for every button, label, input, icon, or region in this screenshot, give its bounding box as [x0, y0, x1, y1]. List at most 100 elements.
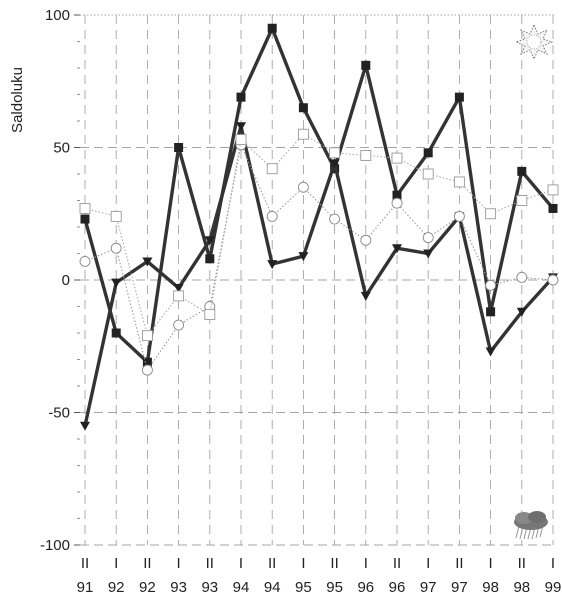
x-tick-period: II: [518, 555, 526, 572]
series-3-point: [141, 364, 153, 376]
series-2-line: [83, 125, 555, 427]
series-4-point: [297, 128, 309, 140]
series-2-point: [360, 291, 371, 301]
series-2-point: [423, 249, 434, 259]
series-2-point: [236, 122, 246, 132]
x-tick-year: 92: [108, 579, 125, 596]
series-3-line: [84, 143, 554, 372]
series-3-point: [453, 210, 465, 222]
series-1-point: [267, 23, 277, 33]
series-4-point: [235, 134, 247, 146]
y-axis-ticks: -100 -50 0 50 100: [40, 7, 70, 554]
series-1-point: [392, 190, 402, 200]
series-3-point: [110, 242, 122, 254]
x-tick-year: 95: [295, 579, 312, 596]
x-tick-period: II: [455, 555, 463, 572]
x-tick-period: I: [114, 555, 118, 572]
y-tick-label: -100: [40, 537, 70, 554]
series-1-point: [423, 148, 433, 158]
series-1-point: [205, 254, 215, 264]
y-axis-label: Saldoluku: [9, 67, 26, 133]
x-tick-year: 94: [264, 579, 281, 596]
series-3-point: [516, 271, 528, 283]
series-2-point: [516, 307, 527, 317]
series-1-point: [80, 214, 90, 224]
x-tick-year: 96: [357, 579, 374, 596]
series-1-point: [111, 328, 121, 338]
x-tick-year: 96: [389, 579, 406, 596]
x-tick-year: 93: [201, 579, 218, 596]
y-tick-label: 0: [62, 272, 70, 289]
x-tick-period: II: [143, 555, 151, 572]
series-1-point: [236, 92, 246, 102]
series-group: [79, 23, 559, 431]
x-tick-period: II: [268, 555, 276, 572]
series-2-point: [485, 347, 496, 357]
series-3-point: [173, 319, 185, 331]
series-2-point: [204, 236, 215, 246]
series-2-point: [392, 244, 402, 254]
series-1-line: [83, 23, 555, 366]
series-2-point: [298, 252, 309, 262]
x-tick-year: 95: [326, 579, 343, 596]
x-tick-year: 98: [482, 579, 499, 596]
x-axis-ticks: II91I92II92I93II93I94II94I95II95I96II96I…: [77, 555, 562, 596]
series-1-point: [517, 166, 527, 176]
x-tick-period: I: [426, 555, 430, 572]
series-1-point: [174, 143, 184, 152]
series-3-point: [547, 274, 559, 286]
series-4-point: [141, 330, 153, 342]
series-3-point: [329, 213, 341, 225]
sun-icon: [514, 23, 554, 61]
x-tick-period: I: [364, 555, 368, 572]
series-4-point: [360, 149, 372, 161]
series-3-point: [485, 279, 497, 291]
x-tick-period: I: [551, 555, 555, 572]
series-1-point: [298, 103, 308, 113]
x-tick-year: 92: [139, 579, 156, 596]
series-2-point: [80, 421, 90, 431]
series-3-point: [360, 234, 372, 246]
x-tick-period: II: [81, 555, 89, 572]
x-tick-year: 97: [420, 579, 437, 596]
series-4-line: [84, 133, 554, 337]
series-4-point: [173, 290, 185, 302]
series-1-point: [454, 92, 464, 102]
x-tick-period: II: [330, 555, 338, 572]
series-1-point: [486, 307, 496, 317]
series-1-point: [548, 203, 558, 213]
series-2-point: [111, 278, 122, 288]
series-4-point: [266, 163, 278, 175]
y-tick-label: 50: [53, 140, 70, 157]
grid: [74, 14, 555, 546]
series-2-point: [173, 283, 184, 293]
series-4-point: [110, 210, 122, 222]
series-4-point: [516, 195, 528, 206]
series-4-point: [453, 176, 465, 188]
x-tick-year: 91: [77, 579, 94, 596]
x-tick-period: I: [239, 555, 243, 572]
y-tick-label: -50: [48, 405, 70, 422]
x-tick-year: 93: [170, 579, 187, 596]
series-3-point: [391, 197, 403, 209]
y-tick-label: 100: [45, 7, 70, 24]
series-3-point: [266, 210, 278, 222]
series-2-point: [267, 260, 278, 270]
series-2-point: [329, 159, 340, 169]
x-tick-period: I: [177, 555, 181, 572]
series-1-point: [361, 60, 371, 70]
series-4-point: [79, 202, 91, 214]
series-2-point: [142, 257, 153, 267]
series-3-point: [297, 181, 309, 193]
x-tick-year: 98: [513, 579, 530, 596]
x-tick-period: II: [206, 555, 214, 572]
series-4-point: [391, 152, 403, 164]
series-4-point: [422, 168, 434, 180]
x-tick-year: 97: [451, 579, 468, 596]
x-tick-year: 94: [233, 579, 250, 596]
series-4-point: [485, 208, 497, 220]
x-tick-period: II: [393, 555, 401, 572]
x-tick-year: 99: [545, 579, 562, 596]
x-tick-period: I: [489, 555, 493, 572]
